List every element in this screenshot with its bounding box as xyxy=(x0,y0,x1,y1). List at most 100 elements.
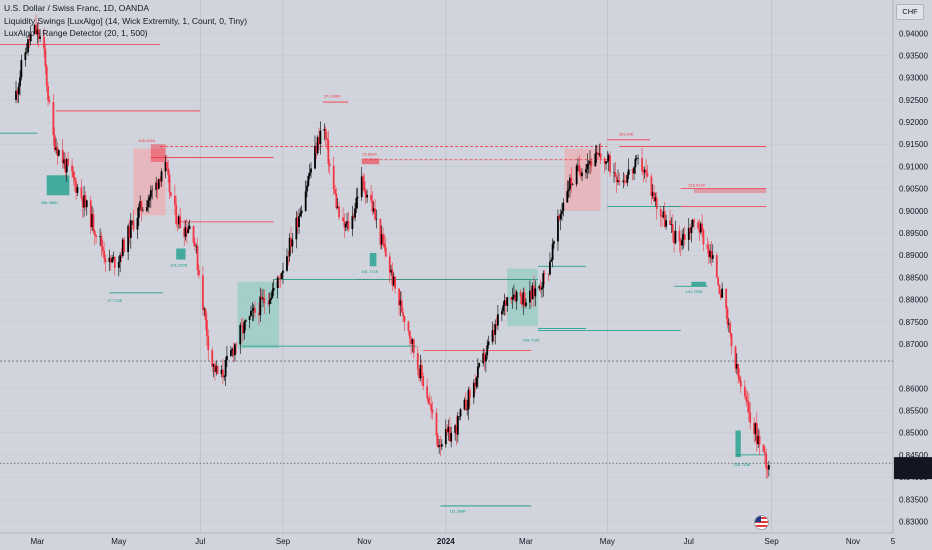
candle-body xyxy=(637,158,639,159)
candle-body xyxy=(739,380,742,387)
candle-body xyxy=(514,294,517,302)
candle-body xyxy=(388,256,391,273)
candle-body xyxy=(599,153,602,159)
candle-body xyxy=(706,244,709,249)
candle-body xyxy=(185,227,188,234)
liquidity-annotation: 149.712K xyxy=(523,338,540,343)
candle-body xyxy=(25,52,28,53)
candle-body xyxy=(687,227,690,240)
candle-body xyxy=(738,376,741,381)
candle-body xyxy=(553,241,555,244)
candle-body xyxy=(446,429,449,433)
candle-body xyxy=(402,312,405,317)
candle-body xyxy=(729,323,732,334)
candle-body xyxy=(204,308,207,320)
candle-body xyxy=(316,137,319,154)
candle-body xyxy=(682,234,685,240)
time-axis-label: Sep xyxy=(764,537,779,546)
liquidity-annotation: 25.892K xyxy=(362,151,377,156)
price-tick-label: 0.83500 xyxy=(899,495,928,504)
candle-body xyxy=(343,221,346,228)
candle-body xyxy=(650,176,653,196)
candle-body xyxy=(478,363,481,367)
legend-range-detector[interactable]: LuxAlgo - Range Detector (20, 1, 500) xyxy=(4,28,148,38)
candle-body xyxy=(262,297,264,300)
candle-body xyxy=(131,220,134,222)
legend-liquidity-swings[interactable]: Liquidity Swings [LuxAlgo] (14, Wick Ext… xyxy=(4,15,248,26)
candle-body xyxy=(450,432,453,442)
candle-body xyxy=(606,160,609,162)
candle-body xyxy=(467,389,470,410)
candle-body xyxy=(250,310,252,317)
candle-body xyxy=(710,250,713,259)
candle-body xyxy=(411,339,414,344)
candle-body xyxy=(323,129,326,131)
candle-body xyxy=(662,211,665,218)
support-box xyxy=(735,430,741,458)
candle-body xyxy=(384,247,387,257)
candle-body xyxy=(595,152,598,154)
candle-body xyxy=(597,152,599,155)
candle-body xyxy=(525,302,527,307)
candle-body xyxy=(244,319,247,322)
candle-body xyxy=(448,426,451,442)
candle-body xyxy=(354,208,356,218)
current-price-badge xyxy=(894,457,932,480)
time-axis-label: Mar xyxy=(30,537,44,546)
candle-body xyxy=(491,330,494,342)
candle-body xyxy=(734,346,737,369)
candle-body xyxy=(726,308,729,325)
candle-body xyxy=(57,149,60,156)
time-axis-label: Nov xyxy=(846,537,860,546)
candle-body xyxy=(374,208,376,220)
candle-body xyxy=(319,130,322,145)
candle-body xyxy=(691,219,694,227)
legend-symbol[interactable]: U.S. Dollar / Swiss Franc, 1D, OANDA xyxy=(4,3,150,13)
candle-body xyxy=(407,321,410,331)
candle-body xyxy=(419,364,422,379)
candle-body xyxy=(43,36,45,49)
candle-body xyxy=(398,288,401,306)
candle-body xyxy=(502,305,505,312)
price-tick-label: 0.90500 xyxy=(899,185,928,194)
candle-body xyxy=(164,162,167,172)
countdown-label: 09:56:31 xyxy=(897,468,929,477)
candle-body xyxy=(76,187,79,193)
candle-body xyxy=(651,192,654,196)
candle-body xyxy=(310,168,312,173)
candle-body xyxy=(631,169,634,174)
candle-body xyxy=(81,198,84,208)
candle-body xyxy=(587,163,590,165)
candle-body xyxy=(104,258,107,263)
candle-body xyxy=(699,223,702,233)
candle-body xyxy=(655,197,658,209)
candle-body xyxy=(149,190,152,198)
candle-body xyxy=(605,161,607,164)
candle-body xyxy=(248,316,251,320)
resistance-box xyxy=(150,144,166,162)
candle-body xyxy=(267,303,270,305)
candle-body xyxy=(315,145,318,154)
price-tick-label: 0.85500 xyxy=(899,407,928,416)
candle-body xyxy=(531,285,534,299)
price-tick-label: 0.85000 xyxy=(899,429,928,438)
candle-body xyxy=(360,176,363,197)
candle-body xyxy=(427,397,430,404)
candle-body xyxy=(375,218,378,220)
candle-body xyxy=(137,207,140,218)
candle-body xyxy=(67,158,69,166)
candle-body xyxy=(167,168,170,175)
candle-body xyxy=(534,288,537,297)
candle-body xyxy=(484,355,487,362)
candle-body xyxy=(702,230,705,245)
currency-button[interactable]: CHF xyxy=(896,4,924,20)
candle-body xyxy=(635,158,638,159)
candle-body xyxy=(613,172,615,173)
candle-body xyxy=(220,369,223,374)
liquidity-annotation: 111.268K xyxy=(450,509,467,514)
candle-body xyxy=(326,138,328,141)
candle-body xyxy=(324,129,327,139)
candle-body xyxy=(607,155,610,161)
